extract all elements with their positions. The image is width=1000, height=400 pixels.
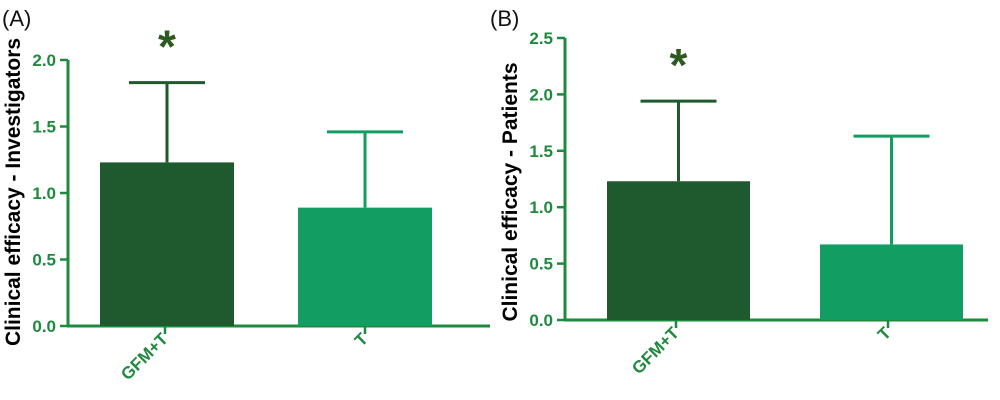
y-tick-label-a: 1.0 (32, 184, 56, 203)
category-label-a: GFM+T (117, 329, 172, 384)
chart-panel-b: (B) Clinical efficacy - Patients 0.0 0.5 1… (490, 6, 988, 378)
panel-label-a: (A) (2, 6, 31, 31)
y-axis-label-b: Clinical efficacy - Patients (499, 62, 522, 321)
bar-a-0 (100, 162, 234, 326)
y-tick-label-b: 0.5 (529, 255, 553, 274)
panel-label-b: (B) (490, 6, 519, 31)
bar-a-1 (298, 207, 432, 326)
y-tick-label-b: 2.0 (529, 85, 553, 104)
category-label-b: GFM+T (628, 323, 683, 378)
y-tick-label-b: 0.0 (529, 311, 553, 330)
significance-mark-b: * (670, 39, 688, 91)
y-tick-label-a: 0.5 (32, 251, 56, 270)
y-tick-label-a: 2.0 (32, 51, 56, 70)
y-tick-label-b: 1.0 (529, 198, 553, 217)
y-axis-label-a: Clinical efficacy - Investigators (2, 38, 25, 346)
category-label-b: T (874, 323, 895, 344)
y-tick-label-b: 1.5 (529, 142, 553, 161)
y-tick-label-b: 2.5 (529, 29, 553, 48)
significance-mark-a: * (158, 21, 176, 73)
bar-b-0 (607, 181, 750, 320)
category-label-a: T (351, 329, 372, 350)
bar-b-1 (820, 244, 963, 320)
y-tick-label-a: 1.5 (32, 118, 56, 137)
chart-panel-a: (A) Clinical efficacy - Investigators 0.… (2, 6, 490, 384)
y-tick-label-a: 0.0 (32, 317, 56, 336)
